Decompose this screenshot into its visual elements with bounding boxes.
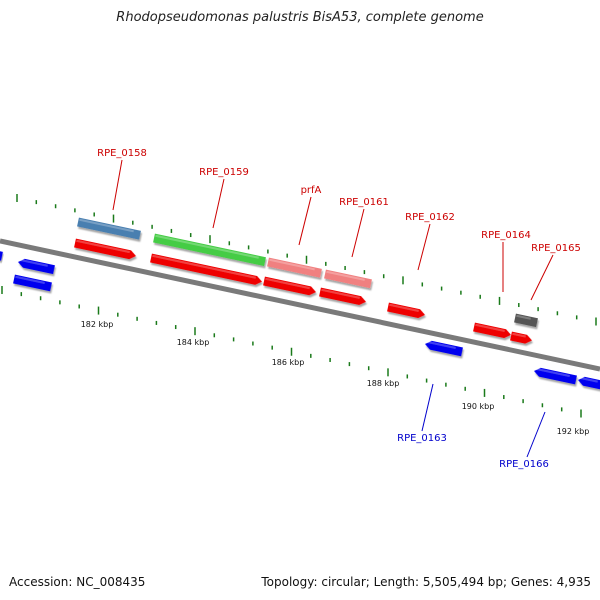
feature-rev-right-edge[interactable] [577,376,600,390]
feature-prfa-band[interactable] [267,257,322,278]
features [0,217,600,390]
feature-rpe-0165-box[interactable] [514,313,538,328]
genome-backbone [0,238,600,372]
gene-label-rpe-0159[interactable]: RPE_0159 [199,167,249,178]
gene-label-rpe-0164[interactable]: RPE_0164 [481,230,531,241]
feature-rpe-0158-cds[interactable] [74,238,137,261]
leader-rpe-0165 [530,254,554,301]
gene-label-rpe-0162[interactable]: RPE_0162 [405,212,455,223]
feature-prfa-cds[interactable] [263,276,317,297]
leader-rpe-0158 [112,159,123,211]
label-leaders [112,159,554,458]
leader-rpe-0162 [417,223,431,271]
genome-summary-text: Topology: circular; Length: 5,505,494 bp… [261,575,591,589]
scale-label-184: 184 kbp [177,338,210,347]
leader-rpe-0166 [526,411,546,458]
scale-label-192: 192 kbp [557,427,590,436]
feature-rpe-0166-cds[interactable] [533,367,577,385]
tick-row-lower [1,286,582,418]
leader-rpe-0159 [212,178,225,229]
feature-rpe-0162-cds[interactable] [387,302,426,320]
feature-rpe-0163-cds[interactable] [424,340,463,357]
feature-rev-left-1[interactable] [17,258,55,275]
feature-rpe-0158-rrna[interactable] [77,217,141,240]
feature-rpe-0164-cds[interactable] [473,322,512,340]
scale-label-182: 182 kbp [81,320,114,329]
genome-title: Rhodopseudomonas palustris BisA53, compl… [116,10,484,25]
gene-label-rpe-0166[interactable]: RPE_0166 [499,459,549,470]
feature-rev-left-2[interactable] [13,274,52,292]
feature-rpe-0161-band[interactable] [324,269,372,289]
feature-rpe-0165-cds[interactable] [510,331,533,345]
leader-rpe-0161 [351,208,365,258]
gene-label-rpe-0163[interactable]: RPE_0163 [397,433,447,444]
gene-label-prfa[interactable]: prfA [301,185,322,196]
gene-label-rpe-0158[interactable]: RPE_0158 [97,148,147,159]
gene-label-rpe-0165[interactable]: RPE_0165 [531,243,581,254]
feature-rpe-0159-cds[interactable] [150,253,263,286]
leader-rpe-0163 [421,383,434,432]
leader-prfa [298,196,312,246]
scale-label-188: 188 kbp [367,379,400,388]
tick-row-upper [16,194,597,326]
feature-rpe-0161-cds[interactable] [319,287,367,307]
feature-rev-edge[interactable] [0,250,3,261]
accession-text: Accession: NC_008435 [9,575,146,589]
gene-label-rpe-0161[interactable]: RPE_0161 [339,197,389,208]
scale-label-186: 186 kbp [272,358,305,367]
scale-label-190: 190 kbp [462,402,495,411]
feature-rpe-0159-rrna[interactable] [153,233,266,267]
